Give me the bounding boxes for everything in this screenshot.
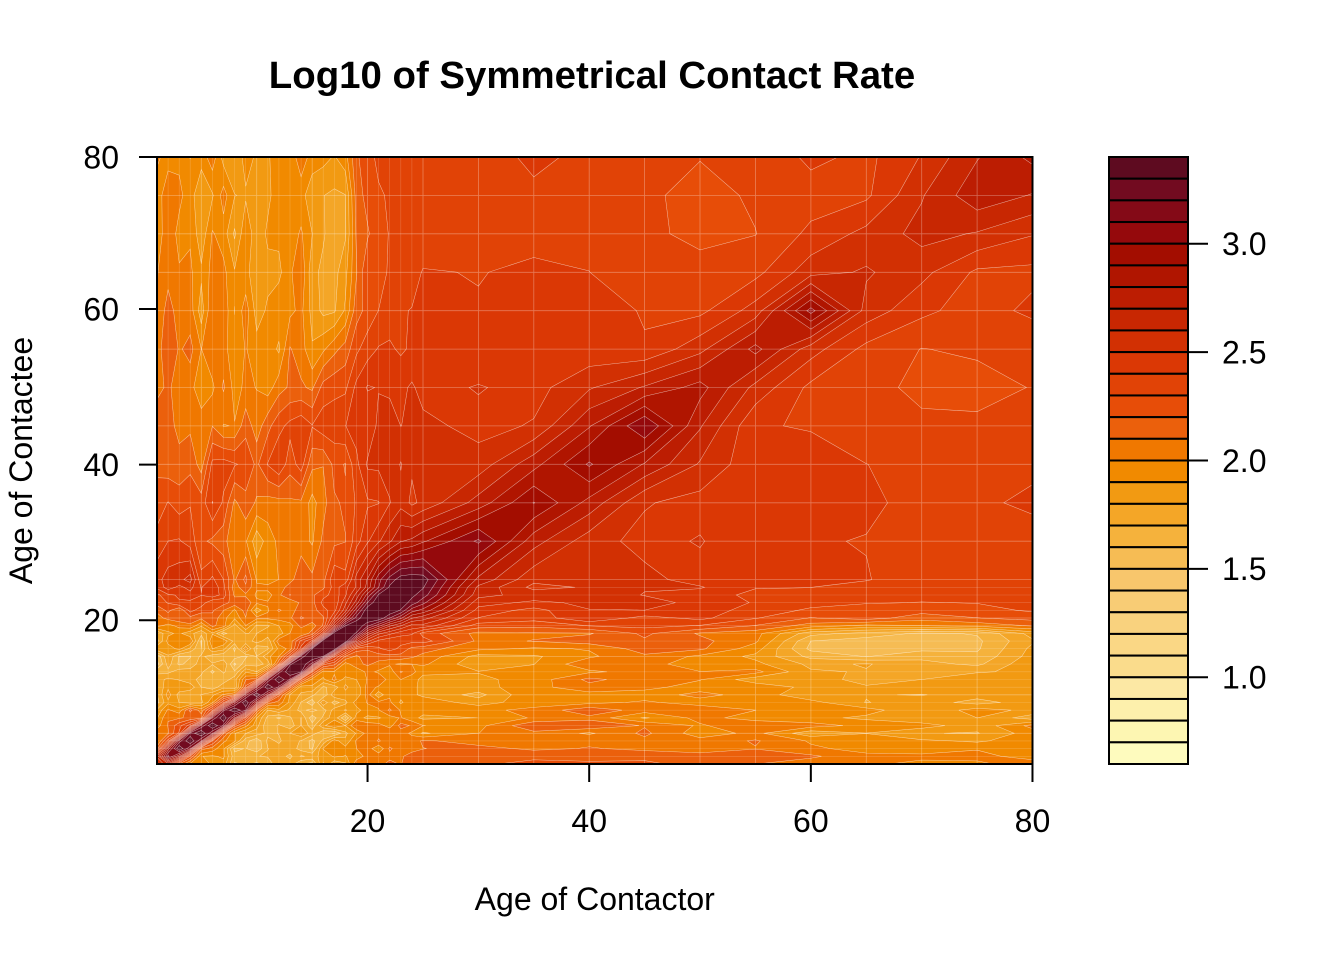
svg-text:20: 20 [83, 603, 119, 639]
svg-text:1.0: 1.0 [1222, 660, 1266, 696]
svg-text:2.5: 2.5 [1222, 334, 1266, 370]
svg-text:80: 80 [1015, 803, 1051, 839]
svg-text:60: 60 [83, 291, 119, 327]
svg-text:60: 60 [793, 803, 829, 839]
svg-text:Age of Contactor: Age of Contactor [475, 881, 715, 917]
svg-text:40: 40 [83, 447, 119, 483]
svg-text:Age of Contactee: Age of Contactee [3, 337, 39, 584]
svg-text:3.0: 3.0 [1222, 226, 1266, 262]
svg-text:20: 20 [350, 803, 386, 839]
svg-text:80: 80 [83, 139, 119, 175]
svg-text:40: 40 [571, 803, 607, 839]
svg-text:1.5: 1.5 [1222, 551, 1266, 587]
svg-text:Log10 of Symmetrical Contact R: Log10 of Symmetrical Contact Rate [269, 54, 915, 97]
svg-text:2.0: 2.0 [1222, 443, 1266, 479]
